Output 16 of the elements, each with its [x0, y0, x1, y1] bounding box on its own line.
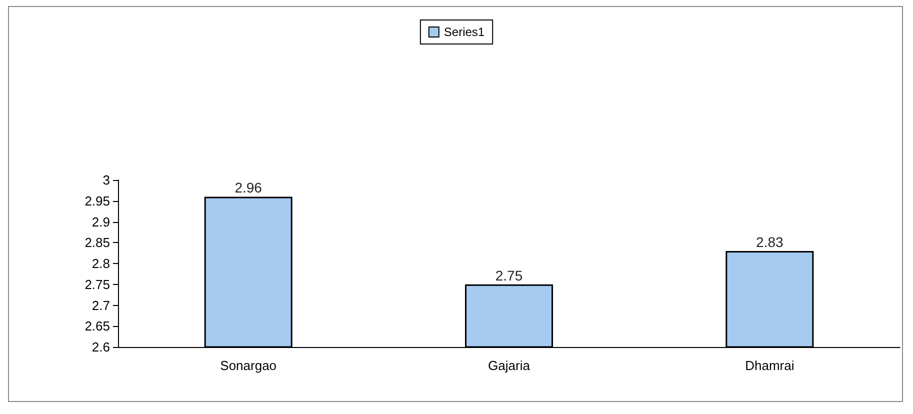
x-tick-label: Gajaria	[488, 358, 531, 373]
y-tick-label: 2.7	[92, 298, 110, 313]
x-tick-label: Sonargao	[220, 358, 277, 373]
y-tick-label: 3	[102, 172, 110, 188]
y-tick-label: 2.8	[92, 256, 110, 271]
data-label: 2.96	[234, 180, 262, 196]
y-tick-label: 2.85	[84, 235, 110, 250]
y-tick-label: 2.95	[84, 193, 110, 208]
legend-label: Series1	[444, 25, 485, 39]
y-tick-label: 2.6	[92, 340, 110, 354]
x-tick-label: Dhamrai	[745, 358, 794, 373]
data-label: 2.83	[756, 234, 784, 250]
data-label: 2.75	[495, 267, 523, 284]
y-tick-label: 2.65	[84, 318, 110, 334]
y-tick-label: 2.75	[84, 276, 110, 292]
y-tick-label: 2.9	[92, 214, 110, 230]
